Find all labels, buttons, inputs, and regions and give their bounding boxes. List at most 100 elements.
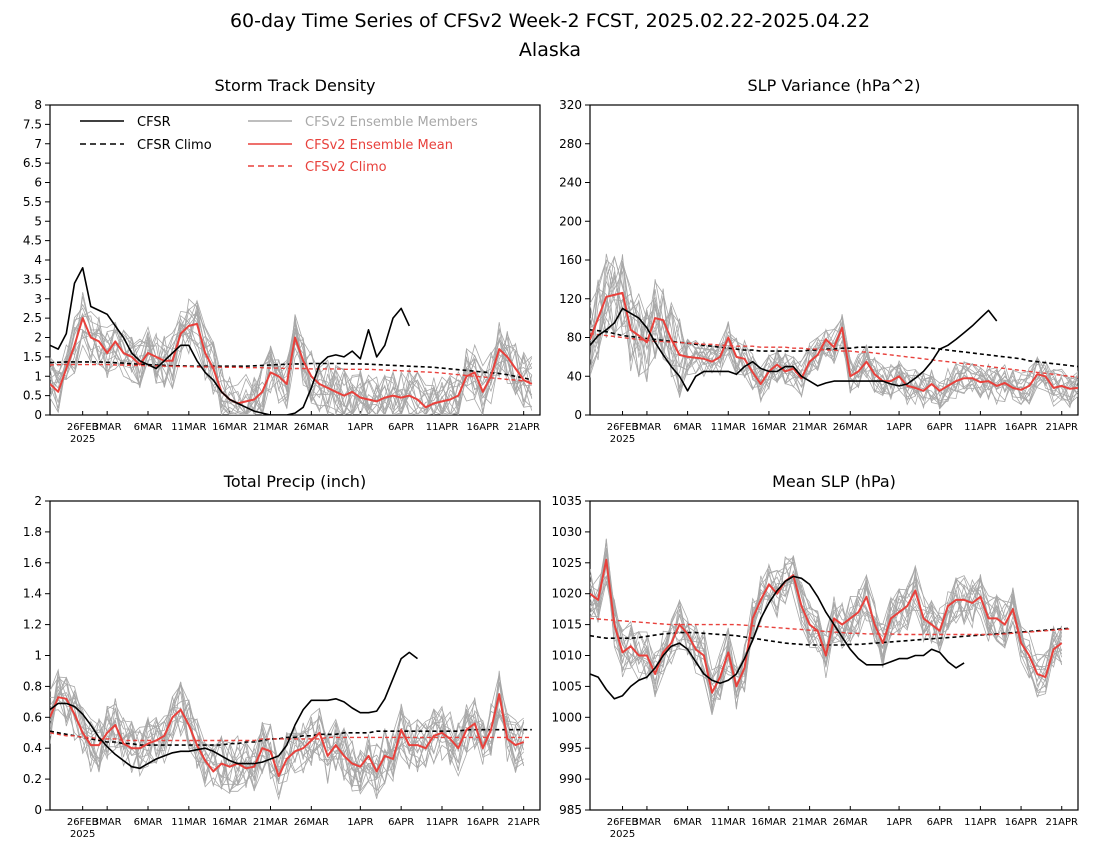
x-tick-label: 11MAR [171,817,206,828]
x-tick-label: 21MAR [253,422,288,433]
y-tick-label: 280 [559,137,582,151]
x-tick-label: 21MAR [792,422,827,433]
y-tick-label: 0.6 [23,710,42,724]
y-tick-label: 3 [34,292,42,306]
x-tick-label: 11APR [426,817,459,828]
panel-1: Storm Track Density 0 0.5 1 1.5 2 2.5 3 3.5 4 4.5 5… [23,76,541,445]
y-tick-label: 4.5 [23,234,42,248]
y-tick-label: 8 [34,98,42,112]
x-tick-label: 1APR [347,817,373,828]
cfsr-line [590,575,965,700]
legend-ens-mean-label: CFSv2 Ensemble Mean [305,138,453,153]
cfsv2-climo-line [590,617,1070,636]
panel-title: SLP Variance (hPa^2) [748,76,921,95]
ensemble-member-line [50,670,525,796]
y-tick-label: 6 [34,176,42,190]
y-tick-label: 995 [559,741,582,755]
ensemble-member-line [50,303,533,415]
x-tick-label: 26FEB [67,422,99,433]
x-tick-label: 21MAR [253,817,288,828]
x-tick-label: 11MAR [711,817,746,828]
legend-members-label: CFSv2 Ensemble Members [305,115,478,130]
y-tick-label: 0 [34,803,42,817]
y-tick-label: 985 [559,803,582,817]
cfsr-line [50,651,418,770]
ensemble-member-line [50,676,525,782]
x-tick-label: 3MAR [633,422,662,433]
cfsv2-climo-line [50,732,532,742]
x-tick-label: 1APR [886,817,912,828]
x-tick-label: 16APR [467,422,500,433]
x-tick-label: 11APR [426,422,459,433]
y-tick-label: 1.6 [23,556,42,570]
y-tick-label: 0.8 [23,679,42,693]
y-tick-label: 120 [559,292,582,306]
x-tick-label: 16MAR [212,817,247,828]
ensemble-member-line [50,689,524,799]
ensemble-member-line [50,308,533,415]
y-tick-label: 2 [34,331,42,345]
x-tick-label: 26FEB [607,817,639,828]
y-tick-label: 7 [34,137,42,151]
y-tick-label: 1.5 [23,350,42,364]
legend-cfsv2-climo-label: CFSv2 Climo [305,160,387,175]
plot-area [590,253,1078,410]
x-tick-label: 6APR [388,817,414,828]
ensemble-member-line [50,299,533,415]
y-tick-label: 3.5 [23,272,42,286]
figure-title: 60-day Time Series of CFSv2 Week-2 FCST,… [230,10,870,32]
x-tick-label: 6APR [927,422,953,433]
x-tick-label: 21MAR [792,817,827,828]
y-tick-label: 990 [559,772,582,786]
y-tick-label: 0.2 [23,772,42,786]
y-tick-label: 2 [34,494,42,508]
y-tick-label: 7.5 [23,117,42,131]
x-tick-label: 26MAR [294,817,329,828]
x-tick-label: 3MAR [93,817,122,828]
x-tick-label: 16MAR [751,817,786,828]
y-tick-label: 0.4 [23,741,42,755]
panel-title: Mean SLP (hPa) [772,472,896,491]
panel-2: SLP Variance (hPa^2) 0 40 80 120 160 200 240 280… [559,76,1079,445]
x-tick-label: 16APR [1005,817,1038,828]
cfsv2-climo-line [590,332,1078,378]
ensemble-mean-line [50,693,525,777]
y-tick-label: 1 [34,649,42,663]
x-tick-label: 6MAR [134,422,163,433]
y-tick-label: 0.5 [23,389,42,403]
x-tick-label: 6APR [388,422,414,433]
figure-subtitle: Alaska [519,39,581,61]
y-tick-label: 1.2 [23,618,42,632]
panel-title: Storm Track Density [215,76,376,95]
x-tick-label: 16MAR [212,422,247,433]
x-tick-label: 21APR [1045,817,1078,828]
y-tick-label: 200 [559,214,582,228]
x-tick-label: 21APR [507,817,540,828]
y-tick-label: 1015 [551,618,582,632]
y-tick-label: 1005 [551,679,582,693]
x-tick-label: 21APR [1045,422,1078,433]
x-year-label: 2025 [70,829,95,840]
x-tick-label: 11MAR [711,422,746,433]
x-tick-label: 6MAR [673,422,702,433]
cfsv2-climo-line [50,363,532,383]
y-tick-label: 0 [574,408,582,422]
ensemble-mean-line [50,317,533,409]
y-tick-label: 1025 [551,556,582,570]
panels: Storm Track Density 0 0.5 1 1.5 2 2.5 3 3.5 4 4.5 5… [23,76,1079,840]
y-tick-label: 1.8 [23,525,42,539]
x-year-label: 2025 [610,434,635,445]
x-tick-label: 21APR [507,422,540,433]
x-year-label: 2025 [70,434,95,445]
x-tick-label: 6MAR [673,817,702,828]
x-tick-label: 6MAR [134,817,163,828]
x-tick-label: 26FEB [607,422,639,433]
y-tick-label: 0 [34,408,42,422]
y-tick-label: 5 [34,214,42,228]
y-tick-label: 320 [559,98,582,112]
y-tick-label: 5.5 [23,195,42,209]
y-tick-label: 4 [34,253,42,267]
ensemble-member-line [590,539,1062,699]
y-tick-label: 1010 [551,649,582,663]
